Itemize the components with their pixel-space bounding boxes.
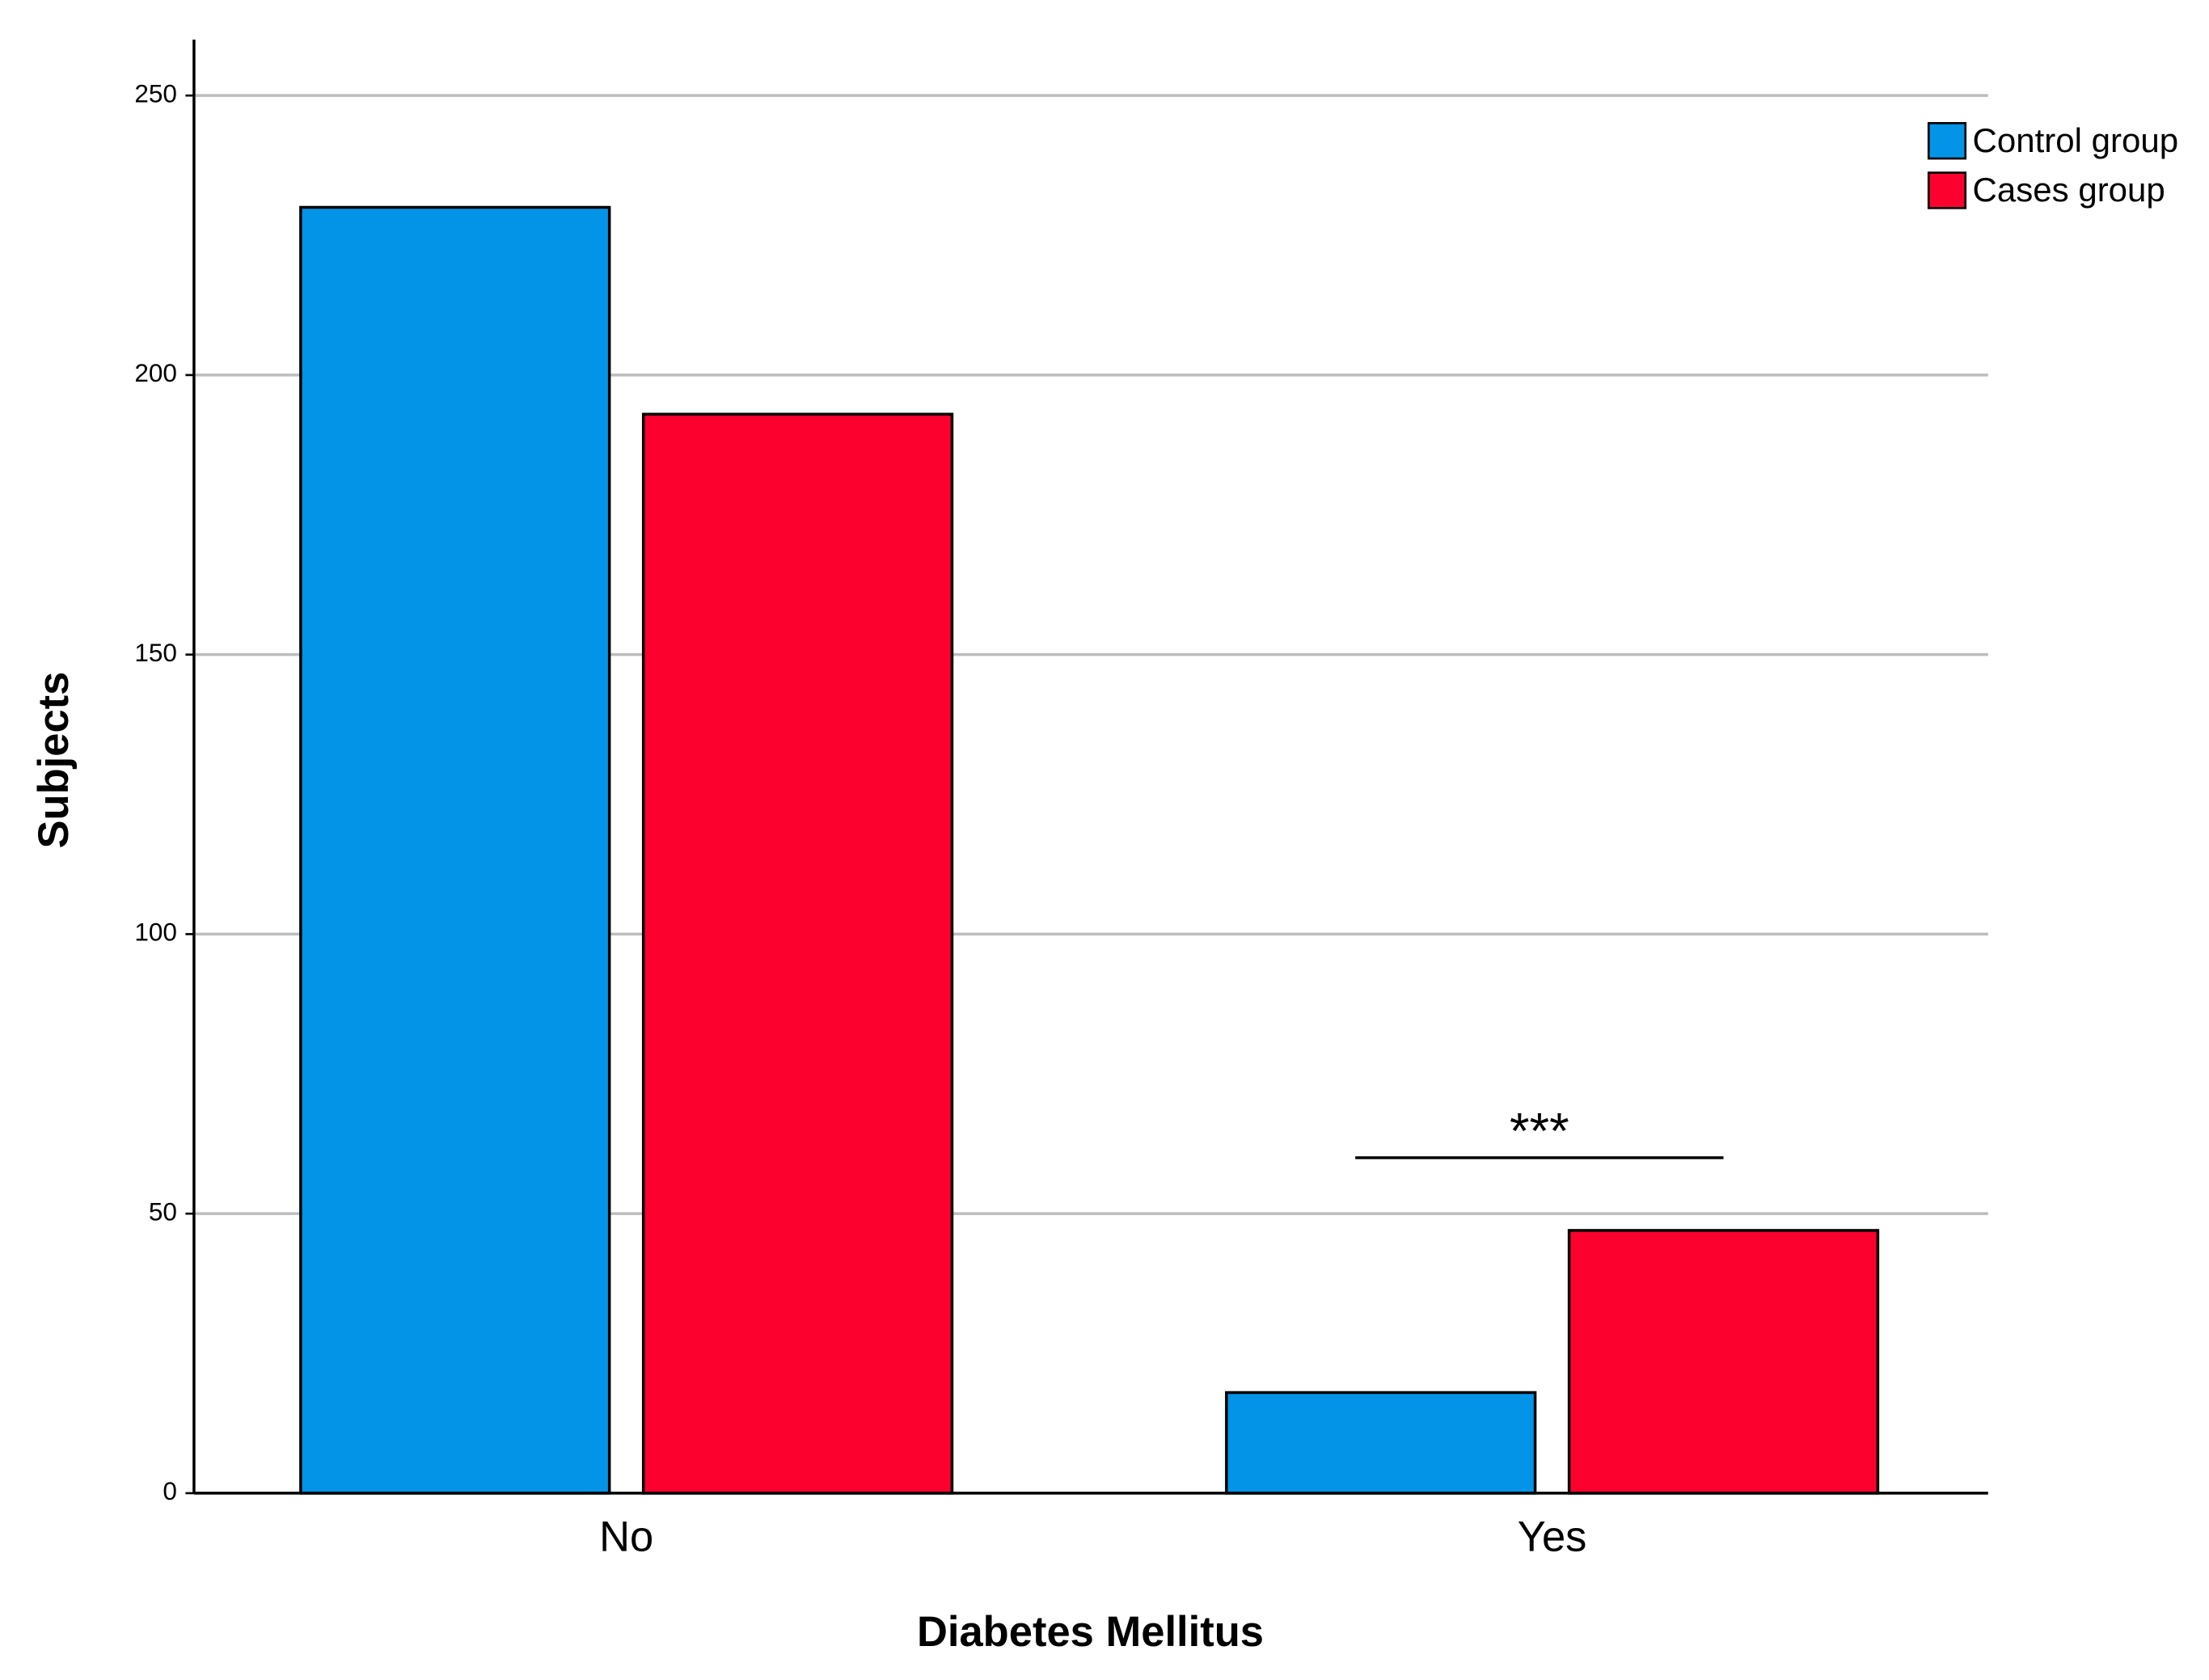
- bar: [641, 412, 954, 1495]
- bar: [299, 205, 611, 1495]
- y-tick-label: 200: [134, 358, 177, 387]
- y-axis-title: Subjects: [30, 672, 78, 849]
- legend-swatch: [1927, 121, 1967, 160]
- legend-label: Control group: [1973, 121, 2179, 159]
- x-axis-title: Diabetes Mellitus: [917, 1608, 1264, 1656]
- x-tick-label: No: [599, 1513, 653, 1561]
- x-tick-label: Yes: [1518, 1513, 1587, 1561]
- bar: [1225, 1391, 1537, 1495]
- y-tick-label: 150: [134, 638, 177, 667]
- legend-swatch: [1927, 171, 1967, 209]
- y-tick-label: 100: [134, 918, 177, 947]
- y-tick-label: 0: [163, 1476, 177, 1505]
- bar: [1567, 1229, 1880, 1495]
- y-tick-label: 50: [149, 1197, 177, 1226]
- annotation: ***: [1510, 1104, 1569, 1160]
- legend-label: Cases group: [1973, 171, 2165, 209]
- y-tick-label: 250: [134, 78, 177, 108]
